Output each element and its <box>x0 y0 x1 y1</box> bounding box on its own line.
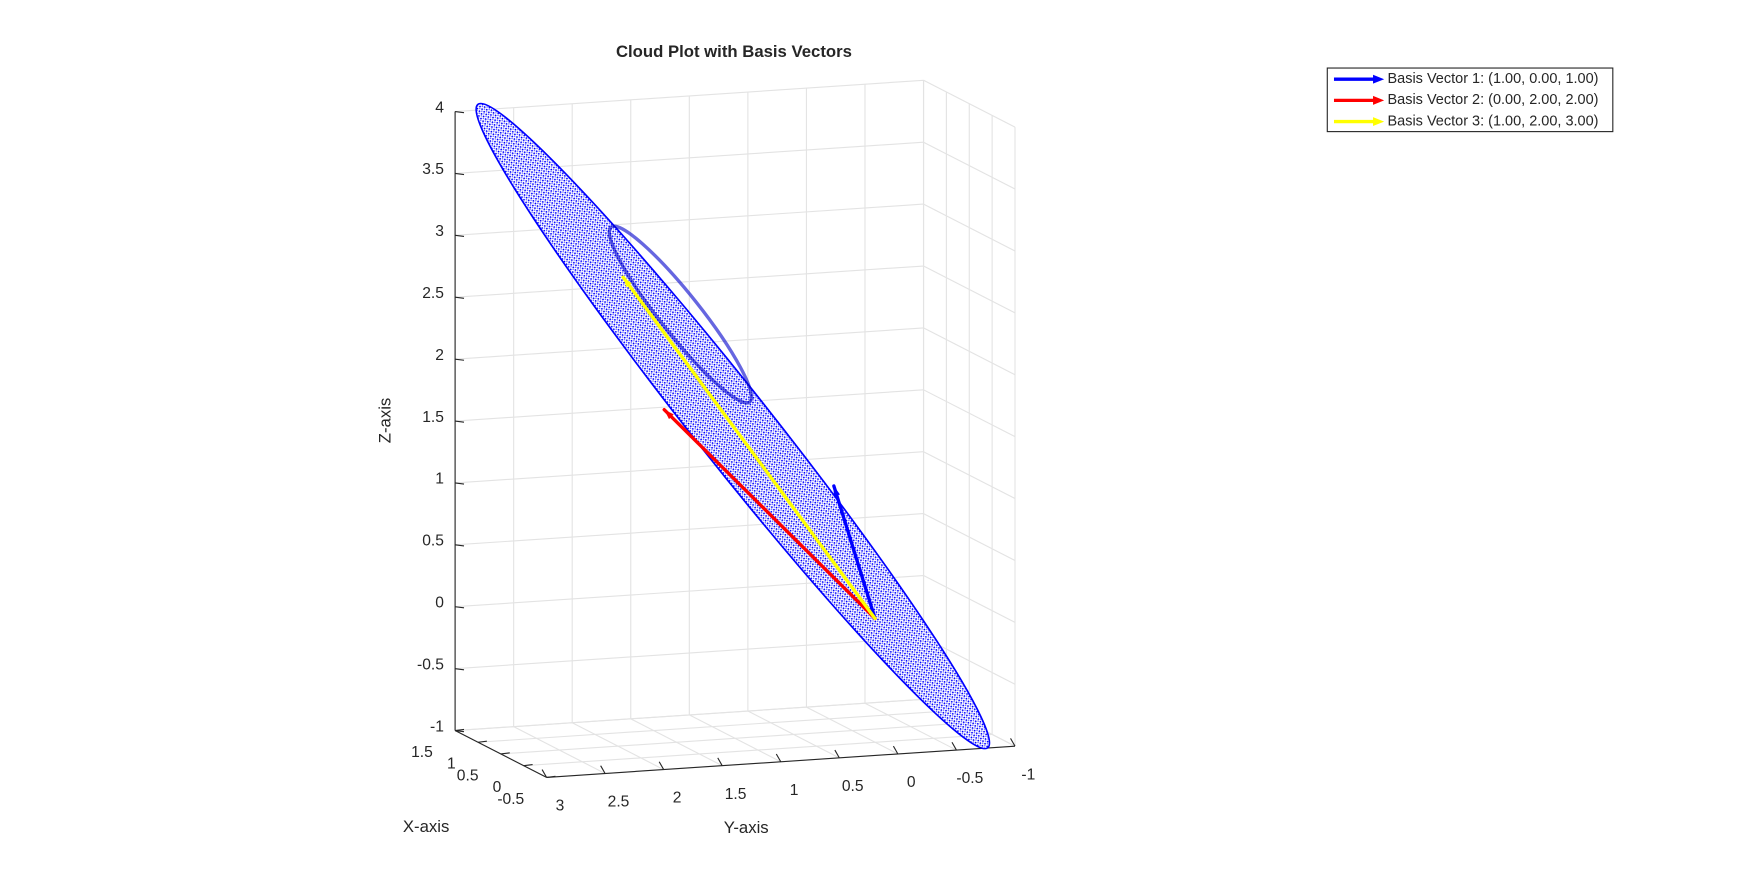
y-tick <box>600 765 606 774</box>
z-tick <box>455 482 465 485</box>
vector-shaft <box>832 484 877 621</box>
grid-line <box>477 710 947 743</box>
y-tick <box>541 769 548 778</box>
x-axis-label: X-axis <box>403 817 449 836</box>
z-tick-label: 4 <box>435 99 444 116</box>
vector-head <box>833 485 841 497</box>
z-tick <box>455 668 465 671</box>
chart-title: Cloud Plot with Basis Vectors <box>616 42 852 61</box>
z-tick <box>455 110 465 114</box>
y-tick <box>951 741 957 751</box>
z-tick-label: 0.5 <box>422 533 444 550</box>
z-tick-label: 0 <box>435 595 444 612</box>
x-tick-label: 1 <box>447 756 456 773</box>
grid-line <box>500 722 970 755</box>
x-tick-label: 0.5 <box>457 767 479 784</box>
vector-head <box>664 409 674 420</box>
axes: -1-0.500.511.522.533.54-1-0.500.511.522.… <box>411 99 1035 814</box>
x-tick <box>455 728 465 732</box>
grid-line <box>455 698 924 732</box>
y-axis-label: Y-axis <box>724 818 769 837</box>
z-tick-label: 1 <box>435 471 444 488</box>
z-tick <box>455 606 465 609</box>
z-tick-label: 3 <box>435 223 444 240</box>
x-tick-label: 1.5 <box>411 744 433 761</box>
x-tick <box>477 740 487 743</box>
z-tick-label: 1.5 <box>422 409 444 426</box>
y-tick-label: 1.5 <box>725 786 747 803</box>
y-tick-label: 0.5 <box>842 778 864 795</box>
y-tick <box>1010 738 1016 747</box>
z-tick <box>455 172 465 176</box>
grid-line <box>523 733 993 767</box>
legend: Basis Vector 1: (1.00, 0.00, 1.00) Basis … <box>1326 67 1614 133</box>
legend-label: Basis Vector 1: (1.00, 0.00, 1.00) <box>1388 71 1599 87</box>
legend-swatch-head <box>1373 95 1385 105</box>
y-tick-label: 1 <box>790 782 799 799</box>
x-tick <box>500 752 510 755</box>
z-tick <box>455 358 465 361</box>
y-axis-line <box>546 745 1016 778</box>
x-tick-label: -0.5 <box>497 791 524 808</box>
z-axis-label: Z-axis <box>375 398 394 444</box>
y-tick <box>775 753 782 763</box>
cloud-band <box>607 224 754 405</box>
x-tick <box>523 764 533 767</box>
vector-head <box>623 277 632 288</box>
legend-swatch-head <box>1373 117 1385 127</box>
y-tick-label: -1 <box>1021 766 1035 783</box>
y-tick <box>658 761 665 770</box>
z-tick <box>455 544 465 547</box>
legend-label: Basis Vector 3: (1.00, 2.00, 3.00) <box>1388 113 1599 129</box>
z-tick-label: -0.5 <box>417 656 444 673</box>
legend-label: Basis Vector 2: (0.00, 2.00, 2.00) <box>1388 92 1599 108</box>
vector-shaft <box>621 275 877 621</box>
z-tick <box>455 234 465 238</box>
vector-shaft <box>662 407 877 621</box>
legend-swatch-head <box>1373 74 1385 84</box>
z-tick-label: -1 <box>430 718 444 735</box>
y-tick-label: 2 <box>673 790 682 807</box>
y-tick <box>892 745 899 755</box>
z-tick <box>455 296 465 299</box>
y-tick-label: 0 <box>907 774 916 791</box>
y-tick <box>834 749 840 759</box>
x-tick-label: 0 <box>493 779 502 796</box>
z-tick-label: 2.5 <box>422 285 444 302</box>
y-tick-label: 3 <box>556 798 565 815</box>
z-tick-label: 3.5 <box>422 161 444 178</box>
y-tick <box>717 757 723 766</box>
x-axis-line <box>454 730 547 778</box>
z-tick <box>455 420 465 423</box>
y-tick-label: 2.5 <box>608 794 630 811</box>
vectors <box>621 275 877 621</box>
z-tick-label: 2 <box>435 347 444 364</box>
y-tick-label: -0.5 <box>956 770 983 787</box>
